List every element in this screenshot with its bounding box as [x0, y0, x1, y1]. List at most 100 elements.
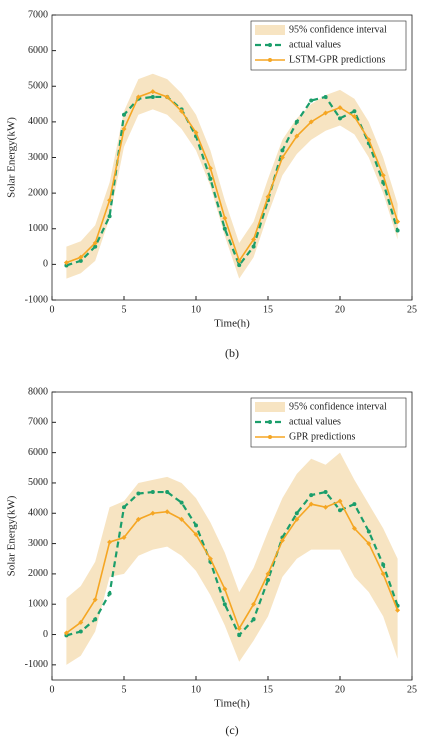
y-tick-label: 5000 [28, 81, 48, 92]
point [352, 502, 357, 507]
point [323, 110, 329, 116]
point [237, 263, 242, 268]
x-tick-label: 20 [335, 684, 345, 695]
point [78, 254, 84, 260]
y-axis-label: Solar Energy(kW) [6, 117, 18, 198]
x-axis-label: Time(h) [214, 698, 250, 710]
point [323, 490, 328, 495]
point [337, 498, 343, 504]
point [207, 556, 213, 562]
y-tick-label: -1000 [25, 659, 48, 670]
point [366, 541, 372, 547]
point [78, 258, 83, 263]
point [309, 493, 314, 498]
y-tick-label: -1000 [25, 294, 48, 305]
y-tick-label: 7000 [28, 9, 48, 20]
y-tick-label: 4000 [28, 116, 48, 127]
legend-marker [268, 435, 272, 439]
point [294, 119, 299, 124]
point [222, 215, 228, 221]
point [279, 155, 285, 160]
y-tick-label: 7000 [28, 417, 48, 428]
point [222, 226, 227, 231]
point [150, 510, 156, 516]
point [63, 260, 69, 266]
point [121, 535, 127, 541]
point [323, 94, 328, 99]
point [107, 214, 112, 219]
point [323, 504, 329, 510]
point [164, 94, 170, 100]
point [107, 591, 112, 596]
legend-label: 95% confidence interval [289, 401, 387, 412]
point [380, 172, 386, 178]
point [251, 617, 256, 622]
y-tick-label: 3000 [28, 538, 48, 549]
y-tick-label: 8000 [28, 386, 48, 397]
legend-marker [268, 43, 272, 47]
legend-swatch [255, 25, 285, 35]
point [208, 176, 213, 181]
series-line [66, 490, 399, 638]
x-tick-label: 25 [407, 684, 417, 695]
point [150, 490, 155, 495]
point [121, 126, 127, 132]
point [193, 531, 199, 537]
point [366, 529, 371, 534]
point [194, 523, 198, 528]
point [122, 505, 126, 510]
point [294, 133, 300, 139]
point [237, 633, 242, 638]
point [337, 105, 343, 111]
point [93, 617, 98, 622]
point [265, 571, 271, 577]
point [308, 501, 314, 507]
legend-label: actual values [289, 39, 341, 50]
point [179, 500, 184, 505]
point [279, 538, 285, 544]
point [381, 562, 386, 567]
confidence-band [66, 452, 398, 665]
legend-swatch [255, 402, 285, 412]
point [92, 597, 98, 603]
y-tick-label: 6000 [28, 447, 48, 458]
point [351, 114, 357, 120]
plot-frame [51, 391, 413, 681]
point [64, 263, 69, 268]
legend-label: 95% confidence interval [289, 24, 387, 35]
point [78, 629, 83, 634]
legend-marker [268, 58, 272, 62]
point [193, 130, 199, 136]
point [266, 577, 270, 582]
point [380, 571, 386, 577]
point [150, 89, 156, 95]
point [107, 539, 113, 545]
x-tick-label: 5 [122, 304, 127, 315]
y-tick-label: 0 [43, 259, 48, 270]
point [338, 116, 342, 121]
point [78, 619, 84, 625]
point [352, 109, 357, 114]
y-tick-label: 4000 [28, 508, 48, 519]
point [222, 602, 227, 607]
point [395, 228, 400, 233]
point [251, 244, 256, 249]
point [179, 516, 185, 522]
y-tick-label: 2000 [28, 187, 48, 198]
y-tick-label: 1000 [28, 223, 48, 234]
point [251, 236, 257, 242]
point [236, 625, 242, 631]
point [338, 508, 342, 513]
point [92, 240, 98, 246]
legend-label: GPR predictions [289, 431, 355, 442]
x-tick-label: 5 [122, 684, 127, 695]
x-tick-label: 25 [407, 304, 417, 315]
point [381, 180, 386, 185]
point [366, 137, 372, 143]
x-axis-label: Time(h) [214, 318, 250, 330]
y-axis-label: Solar Energy(kW) [6, 495, 18, 576]
point [308, 119, 314, 125]
point [122, 112, 126, 117]
y-tick-label: 1000 [28, 599, 48, 610]
